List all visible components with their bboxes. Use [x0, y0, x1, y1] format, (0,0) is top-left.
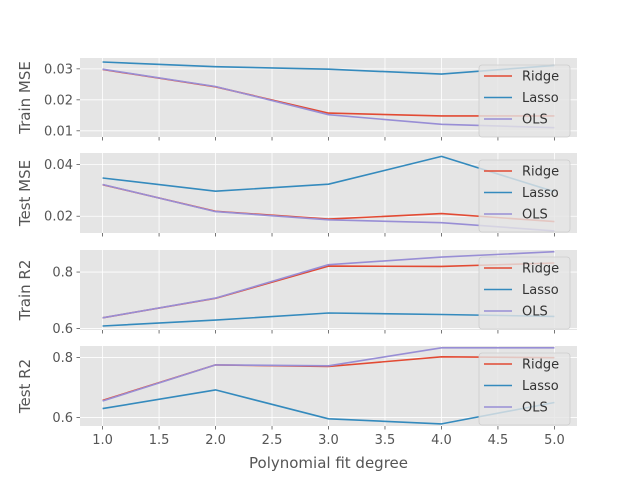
subplot-test-mse: 0.02 0.04 Test MSE Ridge Lasso OLS	[16, 153, 577, 237]
x-tick-label: 1.5	[149, 433, 170, 448]
x-tick-label: 2.0	[205, 433, 226, 448]
series-line-ols	[102, 346, 555, 402]
legend-label-ridge: Ridge	[522, 165, 559, 180]
legend: Ridge Lasso OLS	[478, 159, 571, 233]
y-tick-label: 0.02	[44, 93, 73, 108]
legend: Ridge Lasso OLS	[478, 352, 571, 426]
legend-label-ridge: Ridge	[522, 70, 559, 85]
x-tick-label: 4.0	[431, 433, 452, 448]
legend-label-lasso: Lasso	[522, 379, 559, 394]
legend-label-ols: OLS	[522, 208, 548, 223]
legend-label-ols: OLS	[522, 305, 548, 320]
y-tick-label: 0.6	[52, 411, 73, 426]
x-tick-label: 3.5	[375, 433, 396, 448]
y-tick-label: 0.03	[44, 62, 73, 77]
y-axis-label: Test MSE	[16, 160, 34, 227]
x-tick-label: 5.0	[544, 433, 565, 448]
y-tick-label: 0.6	[52, 322, 73, 337]
y-tick-label: 0.8	[52, 266, 73, 281]
legend-label-ridge: Ridge	[522, 262, 559, 277]
y-axis-label: Train MSE	[16, 61, 34, 135]
y-tick-label: 0.04	[44, 158, 73, 173]
legend-label-ols: OLS	[522, 401, 548, 416]
x-tick-label: 4.5	[488, 433, 509, 448]
y-axis-label: Train R2	[16, 260, 34, 322]
x-axis-label: Polynomial fit degree	[249, 454, 408, 472]
subplot-test-r2: 0.6 0.8 Test R2 Ridge Lasso OLS 1.0 1.5 2.0 2.5 3.…	[16, 346, 577, 448]
y-tick-label: 0.02	[44, 210, 73, 225]
legend-label-lasso: Lasso	[522, 283, 559, 298]
y-tick-label: 0.01	[44, 124, 73, 139]
legend-label-lasso: Lasso	[522, 186, 559, 201]
y-axis-label: Test R2	[16, 359, 34, 414]
legend: Ridge Lasso OLS	[478, 256, 571, 330]
subplot-train-r2: 0.6 0.8 Train R2 Ridge Lasso OLS	[16, 250, 577, 337]
legend: Ridge Lasso OLS	[478, 64, 571, 138]
x-tick-label: 2.5	[262, 433, 283, 448]
x-tick-label: 3.0	[318, 433, 339, 448]
x-tick-label: 1.0	[92, 433, 113, 448]
legend-label-lasso: Lasso	[522, 91, 559, 106]
legend-label-ols: OLS	[522, 113, 548, 128]
series-line-ols	[102, 250, 555, 319]
subplot-train-mse: 0.01 0.02 0.03 Train MSE Ridge Lasso OLS	[16, 58, 577, 141]
legend-label-ridge: Ridge	[522, 358, 559, 373]
y-tick-label: 0.8	[52, 351, 73, 366]
